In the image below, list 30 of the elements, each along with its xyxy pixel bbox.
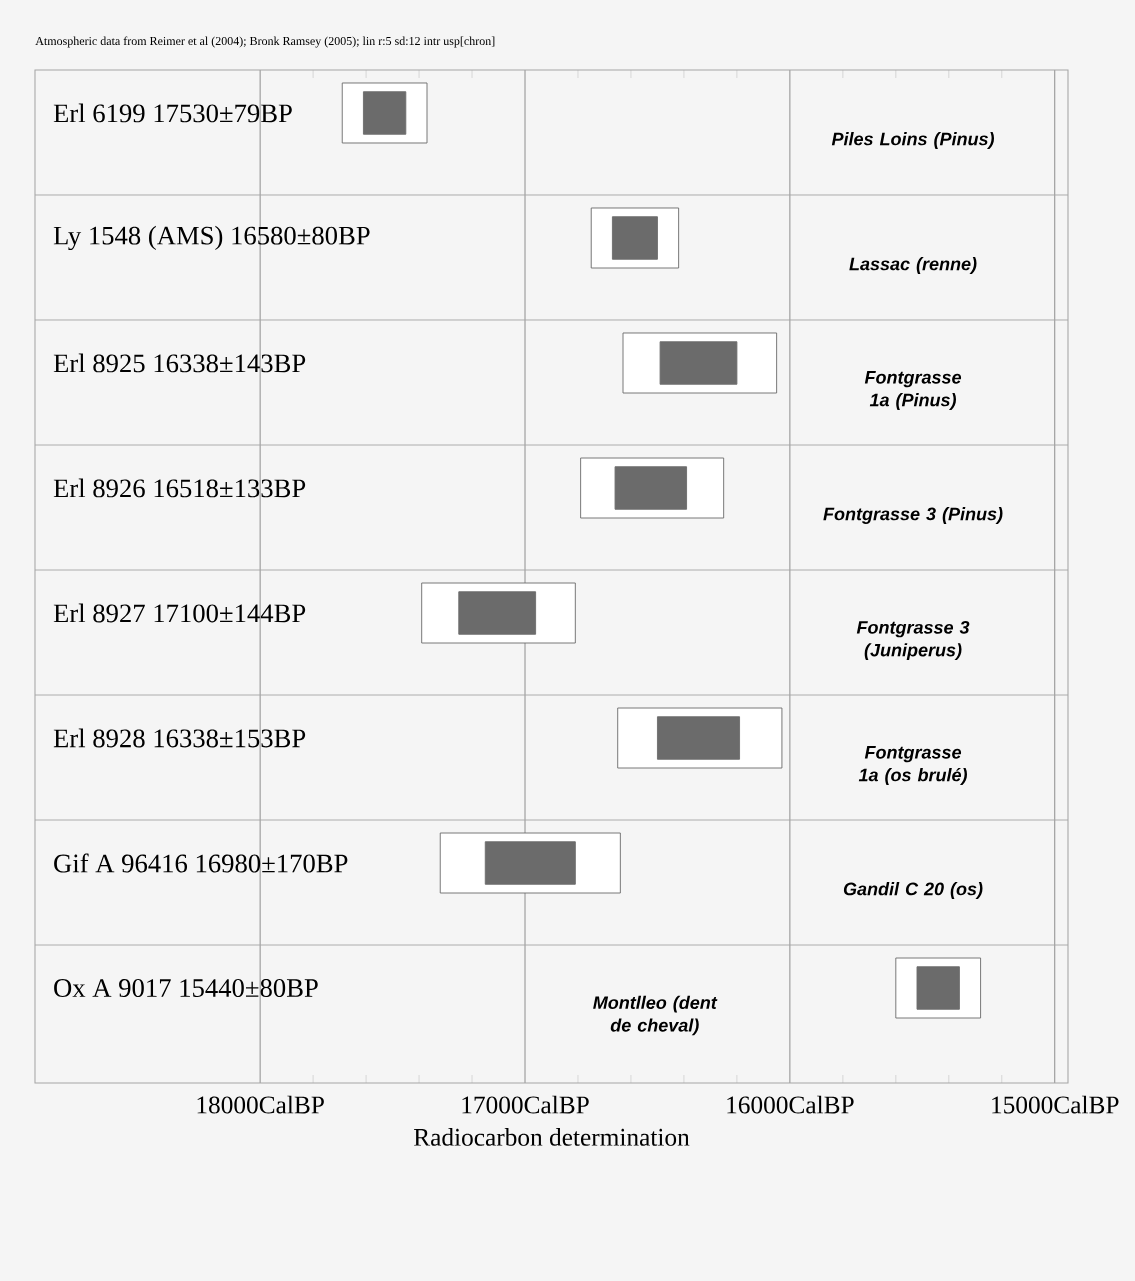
annotation: Fontgrasse 1a (Pinus) bbox=[864, 371, 962, 410]
bar bbox=[458, 591, 537, 635]
y-tick-label: Erl 8925 16338±143BP bbox=[53, 353, 306, 373]
bar bbox=[484, 841, 576, 885]
bar bbox=[362, 91, 407, 135]
y-tick-label: Ox A 9017 15440±80BP bbox=[54, 979, 318, 997]
y-tick-label: Ly 1548 (AMS) 16580±80BP bbox=[53, 225, 370, 251]
annotation: Piles Loins (Pinus) bbox=[831, 132, 995, 149]
chart-title: Atmospheric data from Reimer et al (2004); Bronk Ramsey (2005); lin r:5 sd:12 intr usp[chron] bbox=[35, 36, 495, 48]
y-tick-label: Gif A 96416 16980±170BP bbox=[54, 853, 348, 873]
annotation: Fontgrasse 3 (Pinus) bbox=[823, 507, 1003, 524]
y-tick-label: Erl 8926 16518±133BP bbox=[53, 478, 306, 498]
x-axis-title: Radiocarbon determination bbox=[413, 1128, 690, 1146]
bar bbox=[611, 216, 658, 260]
bar bbox=[614, 466, 688, 510]
x-tick-label: 16000CalBP bbox=[727, 1095, 854, 1114]
annotation: Fontgrasse 3 (Juniperus) bbox=[856, 621, 970, 660]
x-tick-label: 17000CalBP bbox=[462, 1095, 589, 1114]
x-tick-label: 15000CalBP bbox=[992, 1095, 1119, 1114]
bar bbox=[916, 966, 960, 1010]
annotation: Fontgrasse 1a (os brulé) bbox=[858, 746, 967, 785]
annotation: Gandil C 20 (os) bbox=[843, 882, 983, 899]
annotation: Lassac (renne) bbox=[849, 257, 977, 274]
y-tick-label: Erl 8928 16338±153BP bbox=[53, 728, 306, 748]
y-tick-label: Erl 8927 17100±144BP bbox=[53, 603, 306, 623]
y-tick-label: Erl 6199 17530±79BP bbox=[53, 103, 292, 123]
annotation: Montlleo (dent de cheval) bbox=[593, 995, 718, 1036]
x-tick-label: 18000CalBP bbox=[197, 1095, 324, 1114]
bar bbox=[656, 716, 741, 760]
bar bbox=[659, 341, 738, 385]
